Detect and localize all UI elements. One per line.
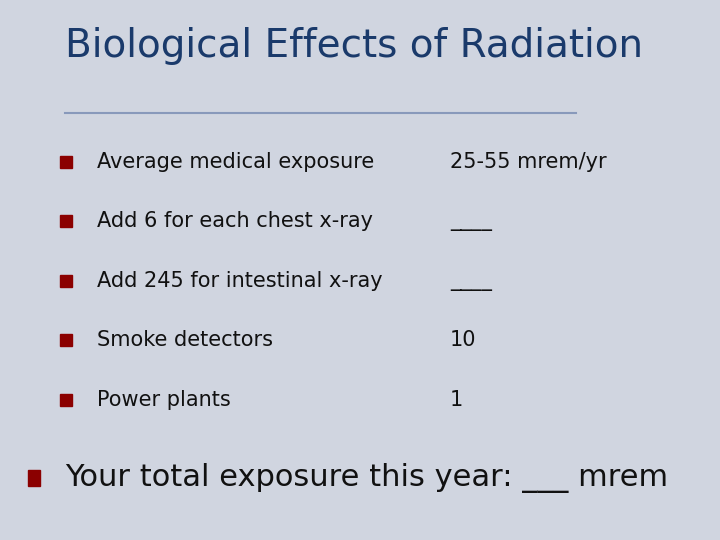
Text: Add 245 for intestinal x-ray: Add 245 for intestinal x-ray — [97, 271, 383, 291]
Text: ____: ____ — [450, 211, 492, 232]
Text: Add 6 for each chest x-ray: Add 6 for each chest x-ray — [97, 211, 373, 232]
Text: Smoke detectors: Smoke detectors — [97, 330, 273, 350]
Text: Average medical exposure: Average medical exposure — [97, 152, 374, 172]
Text: 1: 1 — [450, 389, 463, 410]
Text: 25-55 mrem/yr: 25-55 mrem/yr — [450, 152, 607, 172]
Bar — [60, 275, 72, 287]
Bar — [28, 470, 40, 486]
Bar — [60, 215, 72, 227]
Text: ____: ____ — [450, 271, 492, 291]
Text: 10: 10 — [450, 330, 477, 350]
Text: Biological Effects of Radiation: Biological Effects of Radiation — [65, 27, 643, 65]
Bar — [60, 394, 72, 406]
Bar — [60, 334, 72, 346]
Text: Your total exposure this year: ___ mrem: Your total exposure this year: ___ mrem — [65, 463, 668, 493]
Text: Power plants: Power plants — [97, 389, 231, 410]
Bar — [60, 156, 72, 168]
